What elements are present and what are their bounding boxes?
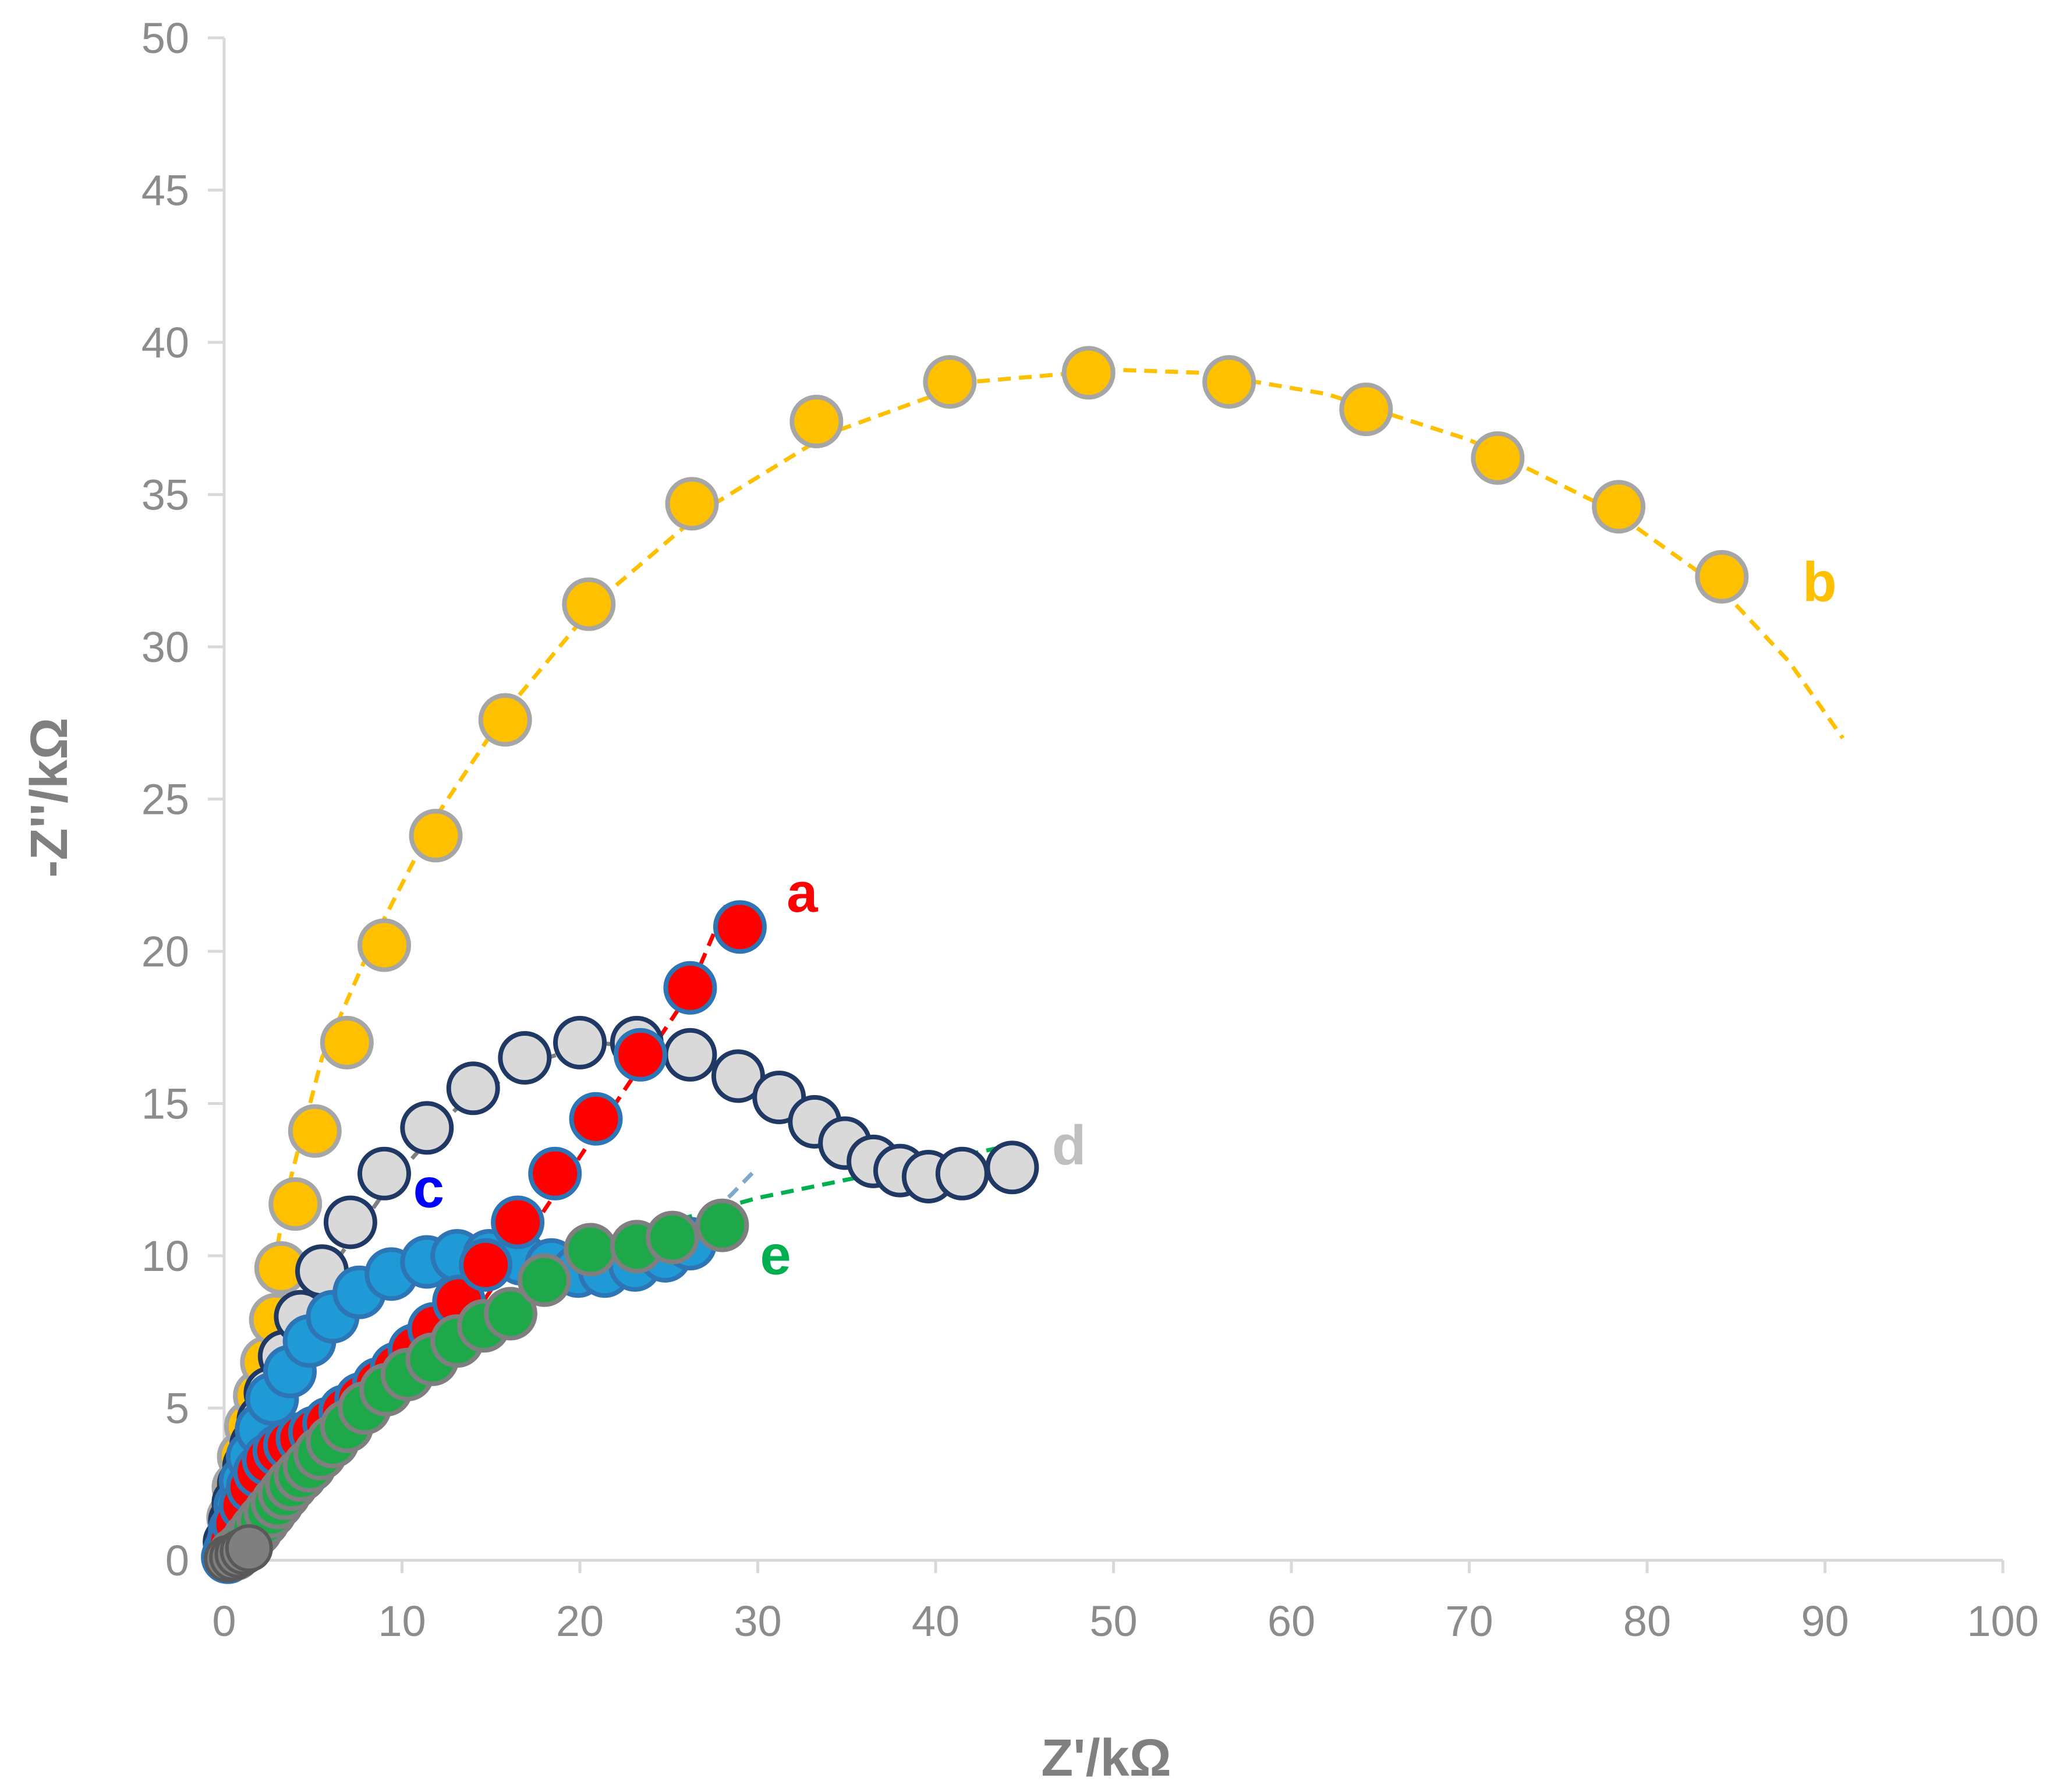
point-d — [711, 1049, 765, 1103]
x-tick-label: 30 — [734, 1597, 781, 1645]
x-tick-label: 20 — [556, 1597, 604, 1645]
x-tick-label: 60 — [1268, 1597, 1315, 1645]
origin-cluster — [204, 1524, 273, 1583]
point-b — [1695, 550, 1749, 604]
series-label-e: e — [760, 1224, 791, 1286]
point-b — [288, 1104, 342, 1158]
point-a — [528, 1146, 582, 1200]
point-b — [1202, 355, 1256, 409]
point-b — [562, 577, 616, 631]
series-label-b: b — [1803, 551, 1837, 614]
x-tick-label: 10 — [378, 1597, 426, 1645]
point-b — [268, 1177, 323, 1231]
x-tick-label: 50 — [1089, 1597, 1137, 1645]
point-b — [1339, 383, 1393, 437]
x-tick-label: 70 — [1445, 1597, 1493, 1645]
point-d — [935, 1146, 989, 1200]
series-label-a: a — [787, 862, 818, 924]
point-b — [1592, 480, 1646, 534]
point-a — [569, 1092, 623, 1146]
series-label-d: d — [1052, 1114, 1086, 1177]
x-tick-label: 40 — [912, 1597, 960, 1645]
y-axis-title: -Z''/kΩ — [20, 718, 79, 878]
point-e — [645, 1210, 699, 1265]
point-b — [357, 918, 411, 972]
point-d — [663, 1028, 717, 1082]
point-b — [1061, 346, 1116, 400]
point-b — [923, 355, 977, 409]
y-tick-label: 15 — [141, 1080, 189, 1128]
point-origin — [225, 1524, 273, 1573]
y-tick-label: 25 — [141, 775, 189, 824]
y-tick-label: 20 — [141, 927, 189, 976]
point-a — [613, 1028, 667, 1082]
point-d — [498, 1031, 552, 1085]
point-b — [789, 395, 844, 448]
point-e — [695, 1198, 749, 1252]
point-a — [713, 900, 767, 954]
point-d — [553, 1015, 607, 1069]
point-d — [357, 1146, 411, 1200]
axes — [208, 36, 2005, 1573]
point-e — [517, 1253, 571, 1307]
x-tick-label: 0 — [212, 1597, 236, 1645]
point-a — [459, 1238, 513, 1292]
x-tick-label: 100 — [1967, 1597, 2038, 1645]
x-tick-label: 80 — [1623, 1597, 1671, 1645]
y-tick-label: 45 — [141, 167, 189, 215]
point-d — [446, 1061, 500, 1115]
point-a — [663, 961, 717, 1015]
y-tick-label: 30 — [141, 623, 189, 671]
point-d — [323, 1195, 377, 1249]
point-b — [409, 809, 463, 863]
y-tick-label: 0 — [165, 1536, 189, 1585]
point-d — [400, 1101, 454, 1155]
point-e — [564, 1223, 618, 1277]
point-b — [320, 1015, 374, 1069]
point-b — [1471, 431, 1525, 485]
point-e — [483, 1287, 537, 1341]
x-tick-label: 90 — [1801, 1597, 1849, 1645]
y-tick-label: 50 — [141, 14, 189, 62]
point-a — [491, 1195, 545, 1249]
y-tick-label: 40 — [141, 318, 189, 367]
y-tick-label: 10 — [141, 1232, 189, 1280]
point-b — [478, 693, 532, 747]
series-label-c: c — [413, 1157, 444, 1219]
y-tick-label: 35 — [141, 471, 189, 519]
point-b — [665, 477, 719, 531]
x-axis-title: Z'/kΩ — [1041, 1729, 1171, 1787]
series-labels: a b c d e — [413, 551, 1837, 1287]
y-tick-label: 5 — [165, 1384, 189, 1433]
point-d — [985, 1141, 1039, 1195]
tick-labels: 0 10 20 30 40 50 60 70 80 90 100 0 5 10 15 20 25 30 35 40 45… — [141, 14, 2039, 1645]
data-points — [201, 346, 1749, 1584]
